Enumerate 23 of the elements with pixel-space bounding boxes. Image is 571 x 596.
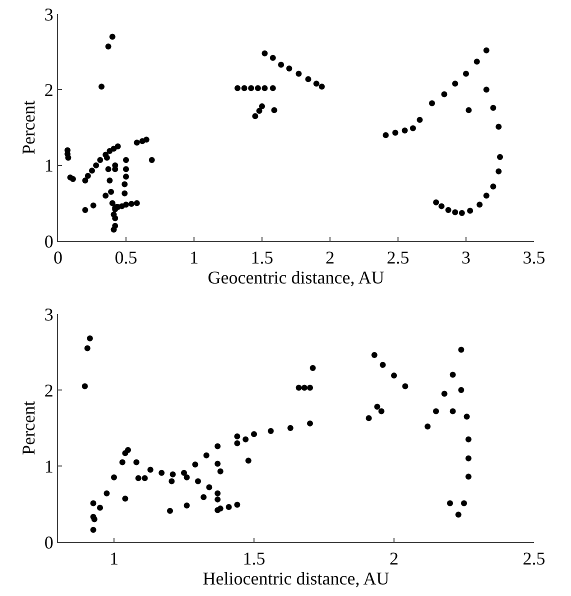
x-axis-title: Geocentric distance, AU <box>208 268 384 288</box>
x-tick-label: 2 <box>326 248 334 268</box>
y-tick-label: 2 <box>44 80 54 100</box>
x-tick-label: 1.5 <box>242 548 266 569</box>
x-tick-label: 1 <box>110 548 118 569</box>
x-tick-label: 1.5 <box>250 248 274 268</box>
x-tick-label: 3 <box>462 248 470 268</box>
x-tick-label: 2.5 <box>386 248 410 268</box>
y-tick-label: 3 <box>44 304 54 324</box>
x-tick-label: 1 <box>190 248 198 268</box>
y-tick-label: 1 <box>44 456 54 476</box>
y-tick-label: 0 <box>44 532 54 552</box>
y-tick-label: 2 <box>44 380 54 400</box>
y-axis-title: Percent <box>18 401 39 455</box>
y-axis-title: Percent <box>18 100 39 154</box>
x-tick-label: 0.5 <box>114 248 138 268</box>
y-tick-label: 0 <box>44 231 54 252</box>
x-tick-label: 2 <box>390 548 398 569</box>
y-tick-label: 3 <box>44 4 54 24</box>
y-tick-label: 1 <box>44 156 54 176</box>
x-tick-label: 3.5 <box>522 248 546 268</box>
x-axis-title: Heliocentric distance, AU <box>202 568 390 589</box>
x-tick-label: 2.5 <box>522 548 546 569</box>
